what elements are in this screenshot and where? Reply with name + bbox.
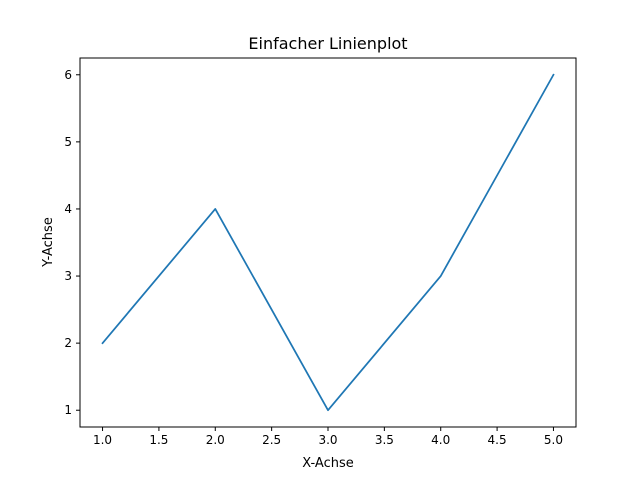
- x-axis-label: X-Achse: [302, 456, 354, 471]
- y-axis-label: Y-Achse: [41, 217, 56, 268]
- series-line-0: [101, 73, 555, 412]
- y-tick-label: 5: [64, 135, 72, 149]
- x-tick-label: 1.0: [93, 433, 112, 447]
- x-tick-label: 2.0: [206, 433, 225, 447]
- chart-title: Einfacher Linienplot: [248, 34, 407, 53]
- y-tick-label: 6: [64, 68, 72, 82]
- x-tick-label: 4.5: [488, 433, 507, 447]
- plot-frame: [79, 57, 577, 428]
- x-tick-label: 5.0: [544, 433, 563, 447]
- y-tick-label: 3: [64, 269, 72, 283]
- series-layer: [101, 73, 555, 412]
- x-tick-label: 3.5: [375, 433, 394, 447]
- y-tick-label: 4: [64, 202, 72, 216]
- plot-area: [79, 57, 577, 428]
- x-tick-label: 1.5: [149, 433, 168, 447]
- x-axis: 1.0 1.5 2.0 2.5 3.0 3.5 4.0 4.5 5.0: [93, 427, 563, 447]
- x-tick-label: 4.0: [431, 433, 450, 447]
- y-tick-label: 2: [64, 336, 72, 350]
- y-axis: 1 2 3 4 5 6: [64, 68, 80, 417]
- y-tick-label: 1: [64, 403, 72, 417]
- x-tick-label: 3.0: [318, 433, 337, 447]
- x-tick-label: 2.5: [262, 433, 281, 447]
